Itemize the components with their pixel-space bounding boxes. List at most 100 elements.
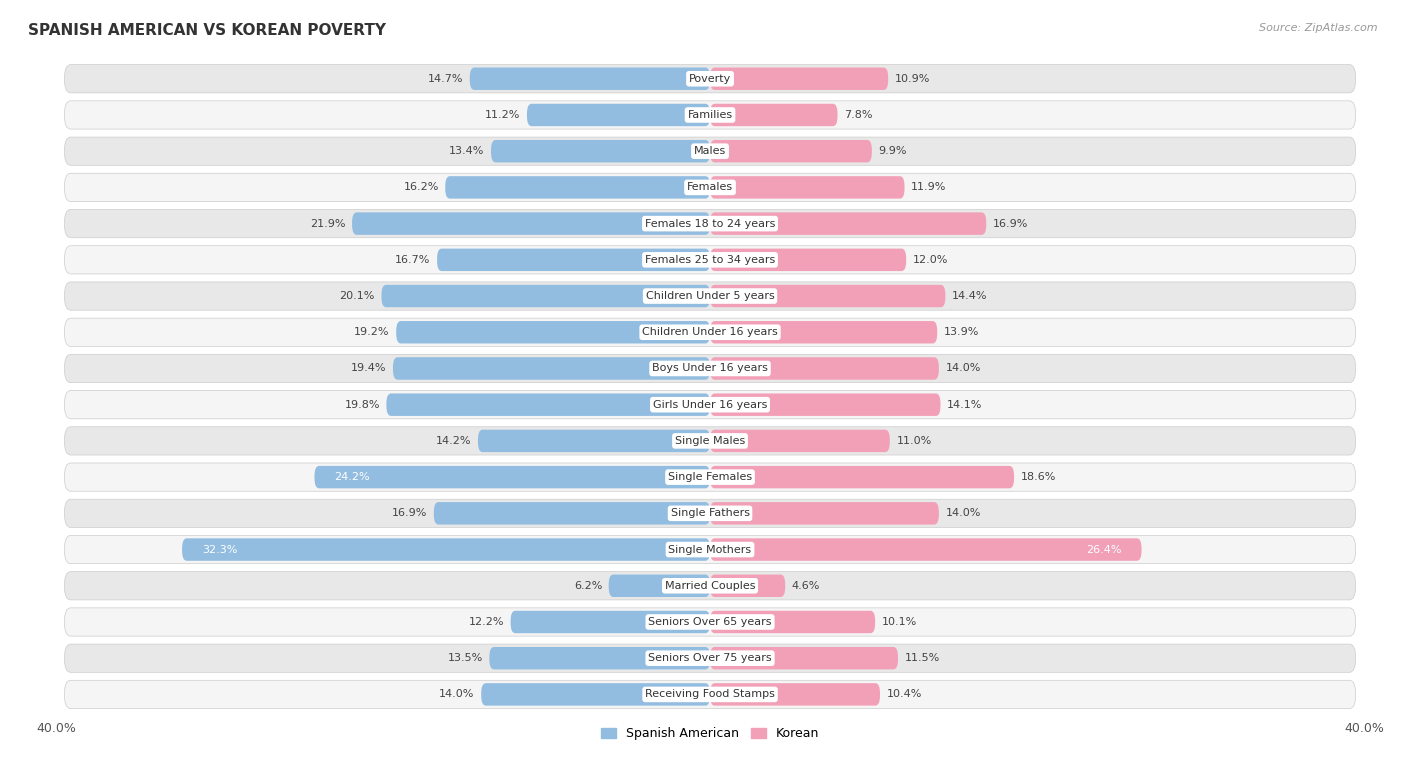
FancyBboxPatch shape — [710, 212, 986, 235]
Text: 11.5%: 11.5% — [904, 653, 939, 663]
FancyBboxPatch shape — [710, 393, 941, 416]
FancyBboxPatch shape — [710, 285, 945, 307]
Text: Females: Females — [688, 183, 733, 193]
FancyBboxPatch shape — [65, 463, 1355, 491]
FancyBboxPatch shape — [396, 321, 710, 343]
FancyBboxPatch shape — [65, 390, 1355, 419]
FancyBboxPatch shape — [478, 430, 710, 452]
Text: 13.9%: 13.9% — [943, 327, 979, 337]
FancyBboxPatch shape — [710, 538, 1142, 561]
Text: 14.2%: 14.2% — [436, 436, 471, 446]
Text: Single Fathers: Single Fathers — [671, 509, 749, 518]
Text: 19.8%: 19.8% — [344, 399, 380, 409]
Text: Children Under 5 years: Children Under 5 years — [645, 291, 775, 301]
FancyBboxPatch shape — [65, 101, 1355, 129]
Text: 12.0%: 12.0% — [912, 255, 948, 265]
Text: 32.3%: 32.3% — [201, 544, 238, 555]
FancyBboxPatch shape — [710, 611, 875, 633]
Text: 24.2%: 24.2% — [335, 472, 370, 482]
Text: 20.1%: 20.1% — [340, 291, 375, 301]
FancyBboxPatch shape — [609, 575, 710, 597]
Text: Males: Males — [695, 146, 725, 156]
Text: Single Mothers: Single Mothers — [668, 544, 752, 555]
FancyBboxPatch shape — [65, 282, 1355, 310]
FancyBboxPatch shape — [65, 318, 1355, 346]
Text: Source: ZipAtlas.com: Source: ZipAtlas.com — [1260, 23, 1378, 33]
FancyBboxPatch shape — [381, 285, 710, 307]
Text: Boys Under 16 years: Boys Under 16 years — [652, 364, 768, 374]
Text: Children Under 16 years: Children Under 16 years — [643, 327, 778, 337]
FancyBboxPatch shape — [65, 137, 1355, 165]
Text: 13.5%: 13.5% — [447, 653, 482, 663]
Text: SPANISH AMERICAN VS KOREAN POVERTY: SPANISH AMERICAN VS KOREAN POVERTY — [28, 23, 387, 38]
FancyBboxPatch shape — [710, 647, 898, 669]
Legend: Spanish American, Korean: Spanish American, Korean — [596, 722, 824, 745]
Text: 16.2%: 16.2% — [404, 183, 439, 193]
Text: 10.9%: 10.9% — [894, 74, 931, 83]
Text: 16.9%: 16.9% — [993, 218, 1028, 229]
Text: Single Females: Single Females — [668, 472, 752, 482]
FancyBboxPatch shape — [65, 572, 1355, 600]
Text: Seniors Over 65 years: Seniors Over 65 years — [648, 617, 772, 627]
Text: 6.2%: 6.2% — [574, 581, 602, 590]
FancyBboxPatch shape — [392, 357, 710, 380]
Text: 9.9%: 9.9% — [879, 146, 907, 156]
Text: Married Couples: Married Couples — [665, 581, 755, 590]
FancyBboxPatch shape — [710, 430, 890, 452]
Text: 7.8%: 7.8% — [844, 110, 873, 120]
Text: Single Males: Single Males — [675, 436, 745, 446]
FancyBboxPatch shape — [446, 176, 710, 199]
Text: 26.4%: 26.4% — [1087, 544, 1122, 555]
FancyBboxPatch shape — [710, 249, 905, 271]
FancyBboxPatch shape — [481, 683, 710, 706]
FancyBboxPatch shape — [710, 683, 880, 706]
FancyBboxPatch shape — [710, 357, 939, 380]
FancyBboxPatch shape — [65, 64, 1355, 93]
Text: 14.4%: 14.4% — [952, 291, 987, 301]
FancyBboxPatch shape — [710, 466, 1014, 488]
FancyBboxPatch shape — [710, 575, 785, 597]
Text: Seniors Over 75 years: Seniors Over 75 years — [648, 653, 772, 663]
FancyBboxPatch shape — [489, 647, 710, 669]
Text: 14.0%: 14.0% — [439, 690, 475, 700]
Text: Receiving Food Stamps: Receiving Food Stamps — [645, 690, 775, 700]
Text: 14.7%: 14.7% — [427, 74, 463, 83]
FancyBboxPatch shape — [710, 104, 838, 126]
FancyBboxPatch shape — [710, 140, 872, 162]
Text: 14.0%: 14.0% — [945, 509, 981, 518]
Text: 11.0%: 11.0% — [897, 436, 932, 446]
FancyBboxPatch shape — [65, 209, 1355, 238]
FancyBboxPatch shape — [434, 502, 710, 525]
Text: 11.2%: 11.2% — [485, 110, 520, 120]
FancyBboxPatch shape — [65, 354, 1355, 383]
FancyBboxPatch shape — [65, 174, 1355, 202]
Text: 16.9%: 16.9% — [392, 509, 427, 518]
FancyBboxPatch shape — [352, 212, 710, 235]
FancyBboxPatch shape — [710, 502, 939, 525]
FancyBboxPatch shape — [470, 67, 710, 90]
Text: 11.9%: 11.9% — [911, 183, 946, 193]
FancyBboxPatch shape — [65, 644, 1355, 672]
Text: 10.1%: 10.1% — [882, 617, 917, 627]
Text: 14.1%: 14.1% — [948, 399, 983, 409]
FancyBboxPatch shape — [710, 176, 904, 199]
Text: Females 25 to 34 years: Females 25 to 34 years — [645, 255, 775, 265]
FancyBboxPatch shape — [65, 680, 1355, 709]
Text: 16.7%: 16.7% — [395, 255, 430, 265]
Text: 19.4%: 19.4% — [352, 364, 387, 374]
Text: 19.2%: 19.2% — [354, 327, 389, 337]
FancyBboxPatch shape — [65, 500, 1355, 528]
Text: 13.4%: 13.4% — [449, 146, 485, 156]
FancyBboxPatch shape — [65, 608, 1355, 636]
FancyBboxPatch shape — [710, 67, 889, 90]
FancyBboxPatch shape — [65, 535, 1355, 564]
FancyBboxPatch shape — [65, 246, 1355, 274]
Text: 18.6%: 18.6% — [1021, 472, 1056, 482]
Text: 4.6%: 4.6% — [792, 581, 820, 590]
FancyBboxPatch shape — [387, 393, 710, 416]
FancyBboxPatch shape — [65, 427, 1355, 455]
FancyBboxPatch shape — [510, 611, 710, 633]
Text: 21.9%: 21.9% — [311, 218, 346, 229]
Text: Females 18 to 24 years: Females 18 to 24 years — [645, 218, 775, 229]
Text: 12.2%: 12.2% — [468, 617, 505, 627]
